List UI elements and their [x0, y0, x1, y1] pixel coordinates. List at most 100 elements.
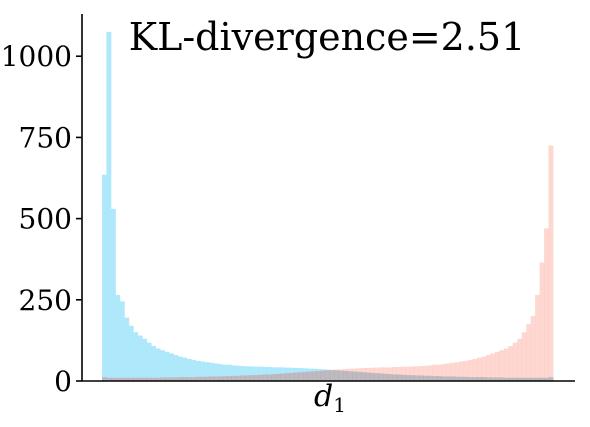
overlap-bar [369, 372, 375, 381]
x-axis-label-main: d [314, 379, 333, 414]
pink-bar [517, 338, 523, 381]
overlap-bar [146, 377, 152, 381]
blue-bar [133, 332, 139, 381]
overlap-bar [347, 371, 353, 381]
blue-bar [124, 317, 130, 381]
pink-bar [535, 294, 541, 381]
overlap-bar [209, 376, 215, 381]
blue-bar [146, 342, 152, 381]
blue-bar [200, 361, 206, 381]
pink-bar [450, 362, 456, 381]
overlap-bar [218, 376, 223, 381]
blue-bar [182, 357, 188, 381]
overlap-bar [191, 377, 197, 381]
pink-bar [401, 366, 407, 381]
overlap-bar [133, 377, 139, 381]
pink-bar [472, 358, 478, 381]
overlap-bar [124, 377, 130, 381]
pink-bar [454, 362, 460, 381]
overlap-bar [535, 377, 541, 381]
pink-bar [512, 342, 518, 381]
blue-bar [195, 360, 201, 381]
overlap-bar [463, 376, 469, 381]
overlap-bar [396, 374, 402, 381]
y-tick-label: 500 [19, 203, 72, 236]
overlap-bar [151, 377, 156, 381]
blue-bar [218, 364, 223, 381]
overlap-bar [486, 377, 491, 381]
pink-bar [410, 366, 415, 381]
blue-bar [231, 365, 237, 381]
overlap-bar [137, 377, 143, 381]
overlap-bar [177, 377, 183, 381]
overlap-bar [119, 377, 125, 381]
overlap-bar [294, 372, 299, 381]
overlap-bar [240, 375, 246, 381]
blue-bar [249, 366, 255, 381]
overlap-bar [302, 371, 308, 381]
overlap-bar [432, 376, 438, 381]
blue-bar [128, 325, 134, 381]
pink-bar [441, 364, 447, 381]
overlap-bar [235, 375, 241, 381]
pink-bar [526, 324, 532, 381]
overlap-bar [160, 377, 165, 381]
overlap-bar [285, 373, 290, 381]
pink-bar [539, 262, 545, 381]
overlap-bar [102, 377, 107, 381]
overlap-bar [168, 377, 174, 381]
pink-bar [468, 359, 474, 381]
overlap-bar [231, 375, 237, 381]
overlap-bar [329, 369, 335, 381]
pink-bar [459, 361, 465, 381]
overlap-bar [289, 372, 295, 381]
overlap-bar [182, 377, 188, 381]
overlap-bar [481, 377, 487, 381]
overlap-bar [365, 372, 371, 381]
overlap-bar [360, 372, 366, 381]
overlap-bar [200, 376, 206, 381]
blue-bar [151, 345, 156, 381]
series-pink-bars [102, 145, 554, 381]
pink-bar [423, 365, 429, 381]
x-axis-label-subscript: 1 [333, 393, 346, 417]
overlap-bar [298, 372, 304, 381]
overlap-bar [530, 377, 536, 381]
blue-bar [110, 208, 116, 381]
pink-bar [486, 355, 491, 381]
overlap-bar [128, 377, 134, 381]
pink-bar [499, 350, 505, 381]
pink-bar [396, 367, 402, 381]
pink-bar [405, 366, 411, 381]
overlap-bar [267, 374, 273, 381]
overlap-bar [356, 371, 362, 381]
overlap-bar [204, 376, 210, 381]
overlap-bar [521, 377, 527, 381]
overlap-bar [405, 375, 411, 381]
overlap-bar [173, 377, 179, 381]
blue-bar [244, 366, 250, 381]
overlap-bar [512, 377, 518, 381]
overlap-bar [454, 376, 460, 381]
overlap-bar [320, 370, 326, 381]
chart-title: KL-divergence=2.51 [129, 15, 526, 59]
overlap-bar [227, 376, 232, 381]
blue-bar [186, 358, 192, 381]
overlap-bar [280, 373, 286, 381]
overlap-bar [374, 373, 380, 381]
overlap-bar [378, 373, 384, 381]
overlap-bar [325, 370, 331, 381]
pink-bar [481, 356, 487, 381]
blue-bar [173, 355, 179, 381]
blue-bar [209, 362, 215, 381]
overlap-bar [392, 374, 398, 381]
overlap-bar [477, 377, 482, 381]
pink-bar [490, 353, 496, 381]
y-tick-label: 0 [54, 365, 72, 398]
blue-bar [191, 359, 197, 381]
overlap-bar [401, 374, 407, 381]
overlap-bar [352, 371, 357, 381]
pink-bar [530, 316, 536, 381]
overlap-bar [271, 374, 277, 381]
